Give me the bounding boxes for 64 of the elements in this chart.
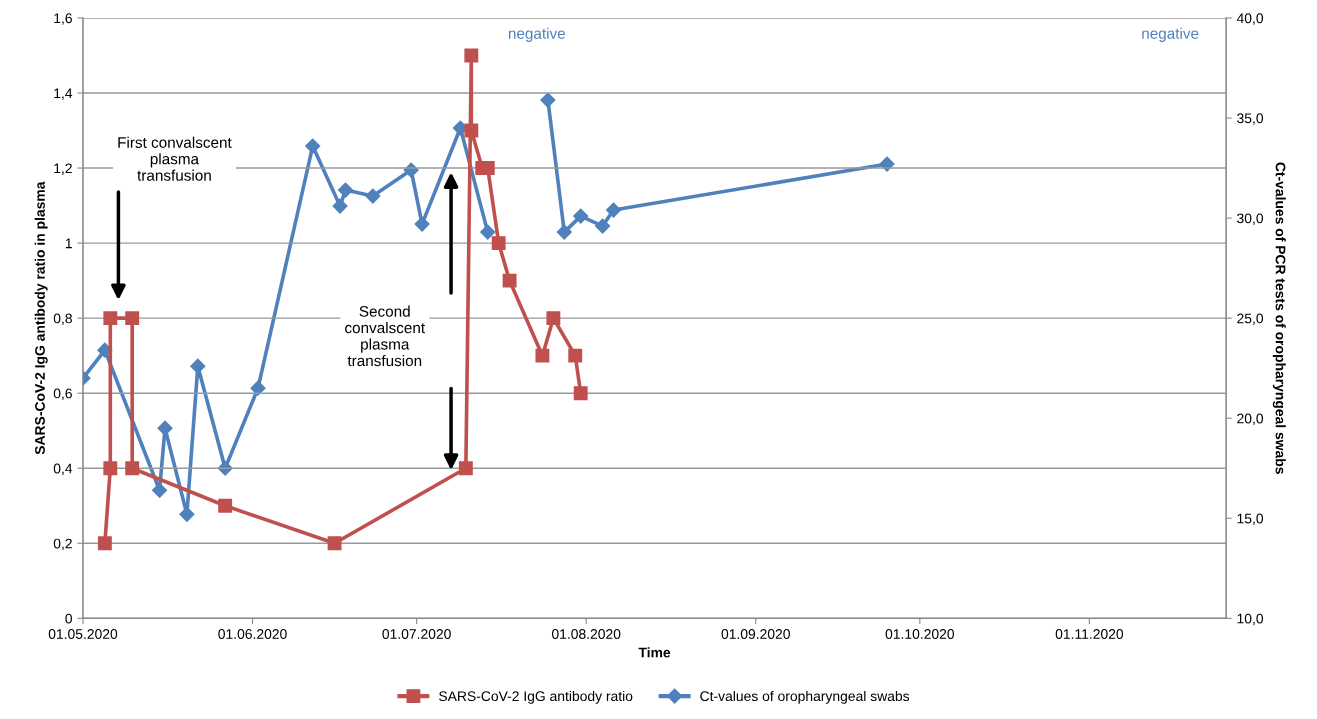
point bbox=[464, 48, 479, 63]
x-tick-label: 01.11.2020 bbox=[1055, 629, 1124, 639]
x-tick-label: 01.08.2020 bbox=[551, 629, 621, 639]
point bbox=[464, 123, 479, 138]
point bbox=[491, 236, 506, 251]
y-tick-label: 0,6 bbox=[53, 388, 72, 401]
point bbox=[595, 218, 611, 234]
y-tick-label: 1 bbox=[65, 238, 72, 249]
point bbox=[305, 138, 321, 154]
annotation: First convalscent plasma transfusion bbox=[118, 136, 232, 181]
legend-label: Ct-values of oropharyngeal swabs bbox=[700, 690, 910, 704]
x-tick-label: 01.06.2020 bbox=[218, 629, 287, 639]
point bbox=[573, 208, 589, 224]
point bbox=[535, 348, 550, 363]
point bbox=[151, 482, 168, 498]
y-tick-label: 0,8 bbox=[53, 313, 72, 325]
y2-tick-label: 35,0 bbox=[1237, 113, 1264, 125]
point bbox=[190, 358, 206, 374]
x-axis-title: Time bbox=[638, 647, 671, 658]
annotation: negative bbox=[1142, 27, 1199, 42]
point bbox=[103, 311, 118, 326]
point bbox=[97, 536, 112, 551]
point bbox=[480, 224, 496, 240]
y2-tick-label: 10,0 bbox=[1237, 613, 1264, 626]
point bbox=[125, 461, 140, 476]
point bbox=[327, 536, 342, 551]
point bbox=[502, 273, 517, 288]
y2-tick-label: 15,0 bbox=[1237, 513, 1264, 526]
y-axis-title: SARS-CoV-2 IgG antibody ratio in plasma bbox=[34, 181, 48, 455]
point bbox=[458, 461, 473, 476]
y-tick-label: 0 bbox=[65, 613, 73, 624]
x-tick-label: 01.10.2020 bbox=[885, 629, 955, 639]
y-tick-label: 1,4 bbox=[54, 88, 73, 100]
y-tick-label: 0,4 bbox=[53, 463, 73, 476]
point bbox=[125, 311, 140, 326]
point bbox=[556, 224, 572, 240]
legend-label: SARS-CoV-2 IgG antibody ratio bbox=[439, 690, 633, 704]
y-tick-label: 1,6 bbox=[54, 13, 72, 25]
point bbox=[414, 216, 430, 232]
point bbox=[573, 386, 588, 401]
y-tick-label: 1,2 bbox=[54, 163, 72, 175]
point bbox=[568, 348, 583, 363]
point bbox=[337, 182, 354, 198]
point bbox=[540, 92, 556, 108]
point bbox=[365, 188, 381, 204]
y-tick-label: 0,2 bbox=[53, 538, 72, 551]
point bbox=[250, 380, 266, 396]
y2-tick-label: 20,0 bbox=[1237, 413, 1264, 426]
y2-tick-label: 30,0 bbox=[1237, 213, 1264, 225]
x-tick-label: 01.07.2020 bbox=[382, 629, 451, 639]
point bbox=[179, 506, 195, 522]
point bbox=[332, 198, 348, 214]
point bbox=[103, 461, 118, 476]
annotation: Second convalscent plasma transfusion bbox=[345, 305, 425, 367]
x-tick-label: 01.09.2020 bbox=[721, 629, 790, 639]
point bbox=[218, 498, 233, 513]
y2-tick-label: 40,0 bbox=[1236, 13, 1264, 25]
y2-tick-label: 25,0 bbox=[1237, 313, 1264, 325]
annotation: negative bbox=[508, 27, 566, 42]
point bbox=[546, 311, 561, 326]
point bbox=[605, 202, 622, 218]
x-tick-label: 01.05.2020 bbox=[48, 629, 118, 639]
point bbox=[157, 420, 173, 436]
y2-axis-title: Ct-values of PCR tests of oropharyngeal swabs bbox=[1272, 162, 1286, 474]
